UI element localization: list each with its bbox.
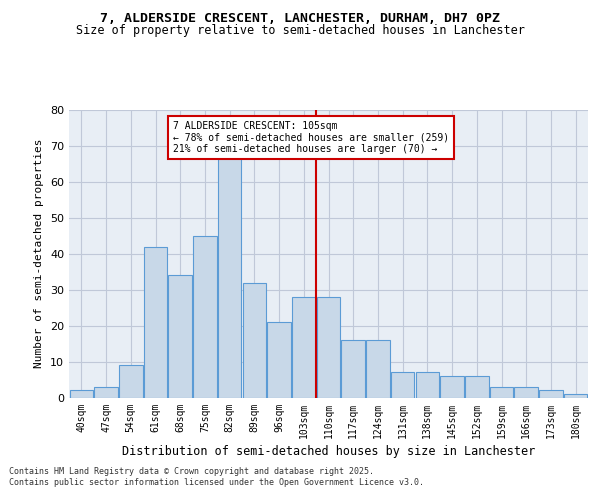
Bar [465,376,488,398]
Bar [218,153,241,398]
Bar [169,276,192,398]
Bar [144,246,167,398]
Bar [564,394,587,398]
Bar [391,372,415,398]
Text: Size of property relative to semi-detached houses in Lanchester: Size of property relative to semi-detach… [76,24,524,37]
Bar [193,236,217,398]
Bar [94,386,118,398]
Y-axis label: Number of semi-detached properties: Number of semi-detached properties [34,139,44,368]
Text: 7, ALDERSIDE CRESCENT, LANCHESTER, DURHAM, DH7 0PZ: 7, ALDERSIDE CRESCENT, LANCHESTER, DURHA… [100,12,500,26]
Bar [268,322,291,398]
Bar [341,340,365,398]
Bar [292,297,316,398]
Bar [317,297,340,398]
Bar [440,376,464,398]
Bar [70,390,93,398]
Bar [416,372,439,398]
Bar [539,390,563,398]
Bar [490,386,513,398]
Text: 7 ALDERSIDE CRESCENT: 105sqm
← 78% of semi-detached houses are smaller (259)
21%: 7 ALDERSIDE CRESCENT: 105sqm ← 78% of se… [173,121,449,154]
Bar [119,365,143,398]
Bar [242,282,266,398]
Bar [514,386,538,398]
Bar [366,340,389,398]
X-axis label: Distribution of semi-detached houses by size in Lanchester: Distribution of semi-detached houses by … [122,444,535,458]
Text: Contains HM Land Registry data © Crown copyright and database right 2025.
Contai: Contains HM Land Registry data © Crown c… [9,468,424,487]
